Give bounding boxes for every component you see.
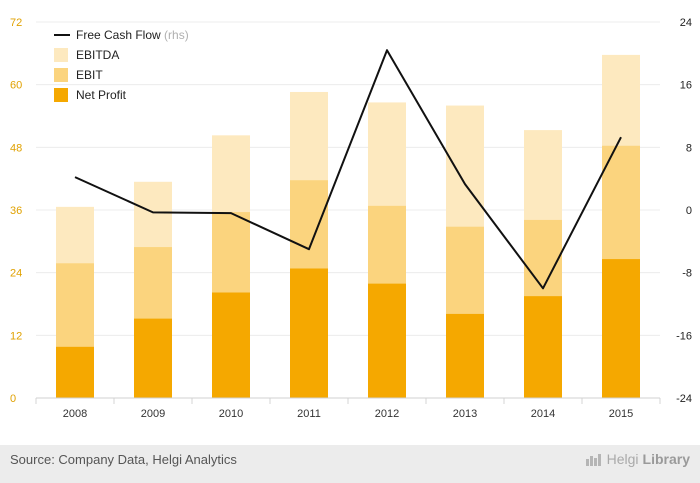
y-left-tick-label: 72 — [10, 17, 22, 29]
brand-name-bold: Library — [642, 451, 690, 467]
bar-net-profit — [602, 259, 640, 398]
bar-net-profit — [290, 268, 328, 398]
y-right-tick-label: -24 — [676, 393, 692, 405]
y-right-tick-label: 16 — [680, 80, 692, 92]
y-right-tick-label: 24 — [680, 17, 692, 29]
brand-logo: Helgi Library — [585, 451, 690, 467]
brand-name: Helgi — [606, 451, 639, 467]
legend-label-suffix: (rhs) — [161, 28, 189, 42]
legend-swatch — [54, 68, 68, 82]
x-tick-label: 2012 — [375, 408, 399, 420]
line-free-cash-flow — [74, 49, 622, 290]
x-tick-label: 2013 — [453, 408, 477, 420]
x-tick-label: 2010 — [219, 408, 243, 420]
y-left-tick-label: 48 — [10, 142, 22, 154]
legend-swatch — [54, 88, 68, 102]
y-right-tick-label: 8 — [686, 142, 692, 154]
x-tick-label: 2009 — [141, 408, 165, 420]
legend-label: Free Cash Flow (rhs) — [76, 28, 189, 42]
x-tick-label: 2014 — [531, 408, 555, 420]
y-right-tick-label: -8 — [682, 268, 692, 280]
brand-chart-icon — [585, 454, 601, 466]
chart-area: 0 12 24 36 48 60 72 -24 -16 -8 0 8 16 24 2008 2009 2010 2… — [10, 17, 692, 420]
x-tick-label: 2015 — [609, 408, 633, 420]
x-tick-label: 2011 — [297, 408, 321, 420]
bar-net-profit — [368, 283, 406, 398]
source-note: Source: Company Data, Helgi Analytics — [10, 452, 237, 467]
y-left-tick-label: 0 — [10, 393, 16, 405]
x-tick-label: 2008 — [63, 408, 87, 420]
chart-svg: 0 12 24 36 48 60 72 -24 -16 -8 0 8 16 24 2008 2009 2010 2… — [10, 17, 692, 420]
y-left-tick-label: 36 — [10, 205, 22, 217]
y-left-tick-label: 24 — [10, 268, 22, 280]
bar-net-profit — [56, 346, 94, 398]
bar-net-profit — [134, 318, 172, 398]
legend-label: EBITDA — [76, 48, 119, 62]
y-right-tick-label: 0 — [686, 205, 692, 217]
legend-swatch — [54, 48, 68, 62]
bar-net-profit — [212, 292, 250, 398]
bar-net-profit — [446, 313, 484, 398]
y-left-tick-label: 60 — [10, 80, 22, 92]
bar-net-profit — [524, 296, 562, 398]
legend-label: EBIT — [76, 68, 103, 82]
y-left-tick-label: 12 — [10, 330, 22, 342]
footer-bar: Source: Company Data, Helgi Analytics He… — [0, 445, 700, 483]
y-right-tick-label: -16 — [676, 330, 692, 342]
legend-label: Net Profit — [76, 88, 127, 102]
